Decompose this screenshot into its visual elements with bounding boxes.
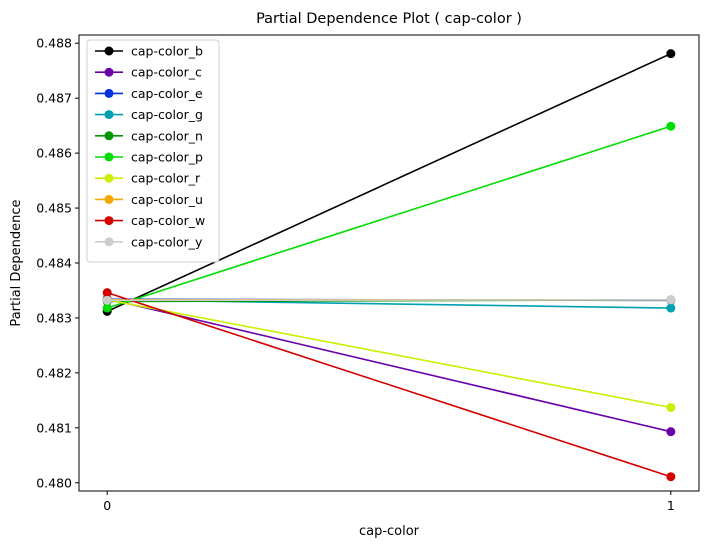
data-point-cap-color_b: [666, 49, 676, 59]
data-point-cap-color_p: [666, 121, 676, 131]
legend-label: cap-color_w: [131, 213, 205, 228]
legend-label: cap-color_c: [131, 65, 202, 80]
data-point-cap-color_g: [666, 303, 676, 313]
series-line-cap-color_y: [107, 299, 671, 302]
y-tick-label: 0.481: [36, 420, 72, 435]
legend-marker-cap-color_u: [104, 194, 114, 204]
legend-label: cap-color_p: [131, 150, 203, 165]
legend-label: cap-color_n: [131, 128, 203, 143]
legend-marker-cap-color_y: [104, 237, 114, 247]
y-tick-label: 0.488: [36, 36, 72, 51]
legend-marker-cap-color_b: [104, 46, 114, 56]
series-line-cap-color_p: [106, 125, 672, 309]
legend-marker-cap-color_p: [104, 152, 114, 162]
chart-title: Partial Dependence Plot ( cap-color ): [256, 11, 522, 27]
series-line-cap-color_w: [106, 291, 672, 478]
x-axis-label: cap-color: [359, 524, 420, 539]
legend-label: cap-color_e: [131, 86, 203, 101]
y-tick-label: 0.485: [36, 201, 72, 216]
data-point-cap-color_r: [666, 402, 676, 412]
y-axis-label: Partial Dependence: [9, 199, 24, 326]
data-point-cap-color_w: [102, 288, 112, 298]
legend: cap-color_b cap-color_c cap-color_e cap-col…: [86, 39, 220, 263]
x-tick-label: 1: [667, 498, 675, 513]
legend-marker-cap-color_c: [104, 67, 114, 77]
y-tick-label: 0.480: [36, 475, 72, 490]
y-tick-label: 0.486: [36, 146, 72, 161]
data-point-cap-color_w: [666, 472, 676, 482]
legend-label: cap-color_b: [131, 44, 203, 59]
series-line-cap-color_r: [107, 299, 671, 409]
legend-box: [86, 39, 220, 263]
series-layer: [102, 49, 676, 482]
legend-label: cap-color_g: [131, 107, 203, 122]
legend-label: cap-color_r: [131, 171, 201, 186]
y-tick-label: 0.483: [36, 310, 72, 325]
data-point-cap-color_p: [102, 303, 112, 313]
legend-marker-cap-color_g: [104, 110, 114, 120]
data-point-cap-color_c: [666, 427, 676, 437]
y-tick-label: 0.482: [36, 365, 72, 380]
legend-marker-cap-color_e: [104, 88, 114, 98]
series-line-cap-color_b: [106, 52, 672, 313]
series-line-cap-color_c: [106, 297, 672, 433]
data-point-cap-color_y: [102, 295, 112, 305]
legend-label: cap-color_y: [131, 234, 203, 249]
data-point-cap-color_y: [666, 295, 676, 305]
y-tick-label: 0.484: [36, 256, 72, 271]
legend-marker-cap-color_r: [104, 173, 114, 183]
y-axis: 0.480 0.481 0.482 0.483 0.484 0.485 0.486 0.487…: [36, 36, 79, 490]
legend-label: cap-color_u: [131, 192, 203, 207]
legend-marker-cap-color_w: [104, 216, 114, 226]
x-tick-label: 0: [103, 498, 111, 513]
y-tick-label: 0.487: [36, 91, 72, 106]
legend-marker-cap-color_n: [104, 131, 114, 141]
